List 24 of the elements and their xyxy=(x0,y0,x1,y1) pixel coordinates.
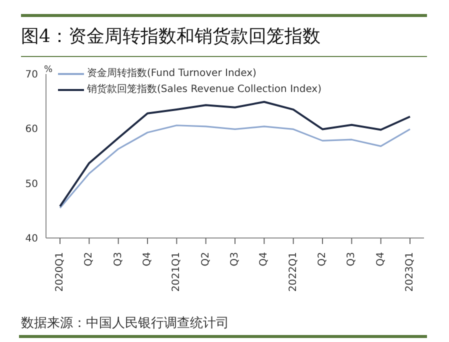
x-tick-label: 2020Q1 xyxy=(54,252,66,292)
y-axis-title: % xyxy=(44,65,53,75)
x-tick-label: 2021Q1 xyxy=(171,252,182,292)
x-tick-label: Q2 xyxy=(200,252,212,266)
x-tick-label: Q2 xyxy=(84,252,95,266)
legend-label: 资金周转指数(Fund Turnover Index) xyxy=(87,66,256,81)
x-tick-label: 2022Q1 xyxy=(288,252,299,292)
x-tick-label: Q3 xyxy=(112,252,124,266)
source-note: 数据来源：中国人民银行调查统计司 xyxy=(21,315,229,332)
y-tick-label: 70 xyxy=(25,70,38,81)
x-tick-label: Q4 xyxy=(258,252,270,266)
x-tick-label: Q4 xyxy=(142,252,153,266)
chart-title: 图4：资金周转指数和销货款回笼指数 xyxy=(21,25,320,48)
x-tick-label: Q3 xyxy=(346,252,358,266)
line-series xyxy=(59,100,411,208)
y-tick-label: 50 xyxy=(25,178,38,190)
y-tick-label: 60 xyxy=(25,124,38,136)
x-tick-label: Q3 xyxy=(230,252,240,266)
y-tick-label: 40 xyxy=(25,234,38,245)
legend-label: 销货款回笼指数(Sales Revenue Collection Index) xyxy=(87,82,322,97)
x-tick-label: Q4 xyxy=(375,252,386,266)
line-series xyxy=(59,124,411,209)
x-tick-label: Q2 xyxy=(317,252,328,266)
x-tick-label: 2023Q1 xyxy=(404,252,416,292)
